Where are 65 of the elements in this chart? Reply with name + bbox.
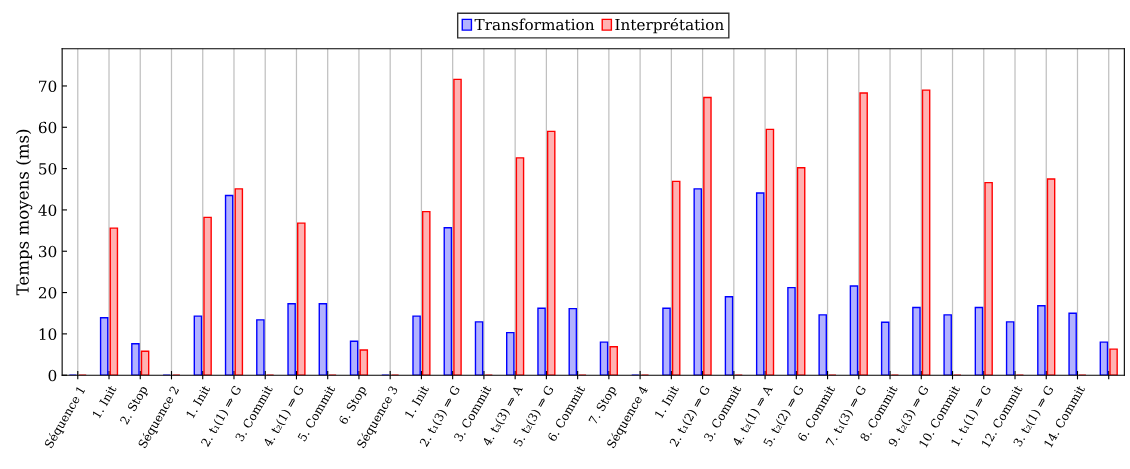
bar [755, 192, 765, 376]
y-tick-label: 0 [48, 369, 57, 382]
bar [796, 167, 806, 376]
bar [349, 340, 359, 376]
bar [318, 303, 328, 376]
bar [99, 317, 109, 376]
bar [287, 303, 296, 376]
bar [912, 306, 921, 376]
bar [297, 222, 306, 376]
bar [703, 96, 712, 376]
y-tick-label: 30 [39, 245, 57, 258]
bar [724, 295, 734, 376]
bar [224, 194, 234, 376]
legend-label: Interprétation [615, 17, 724, 34]
bar [849, 285, 859, 376]
bar [515, 157, 525, 376]
bar [412, 315, 421, 376]
bar [921, 89, 931, 376]
y-tick-label: 70 [39, 80, 57, 92]
bar [453, 78, 462, 376]
bar [203, 216, 212, 376]
bar [234, 188, 244, 376]
bar [599, 341, 609, 376]
legend-label: Transformation [474, 18, 595, 31]
bar [984, 181, 993, 376]
bar [506, 331, 515, 376]
bar [1068, 312, 1077, 376]
bar [256, 319, 265, 376]
bar [609, 345, 619, 376]
bar [880, 321, 890, 376]
bar [1109, 348, 1118, 376]
y-tick-label: 10 [39, 328, 57, 340]
bar [974, 306, 984, 376]
bar [671, 180, 681, 376]
bar [1099, 341, 1109, 376]
bar [537, 307, 546, 376]
bar [662, 307, 671, 376]
bar [568, 307, 578, 376]
x-tick-label: 1. Init [185, 384, 211, 419]
bar [787, 286, 796, 376]
bar [693, 188, 703, 376]
bar [474, 321, 484, 376]
bar [859, 92, 868, 376]
bar [1037, 305, 1046, 376]
bar [443, 226, 453, 376]
bar [421, 210, 431, 376]
x-tick-label: 1. Init [404, 384, 430, 419]
y-tick-label: 50 [39, 163, 57, 175]
bar [140, 350, 150, 376]
bar [109, 227, 119, 376]
bar [1046, 178, 1056, 376]
bar [193, 315, 203, 376]
y-tick-label: 20 [38, 287, 57, 299]
x-tick-label: 1. Init [654, 384, 680, 419]
bar [818, 314, 828, 376]
bar [943, 314, 952, 376]
bar [765, 128, 775, 376]
y-axis-title: Temps moyens (ms) [15, 129, 33, 296]
bar [1005, 321, 1015, 376]
x-tick-label: 1. Init [92, 384, 117, 419]
bar [131, 343, 140, 376]
y-tick-label: 40 [38, 204, 57, 216]
bar [546, 130, 556, 376]
y-tick-label: 60 [38, 121, 57, 134]
bar [359, 349, 369, 376]
